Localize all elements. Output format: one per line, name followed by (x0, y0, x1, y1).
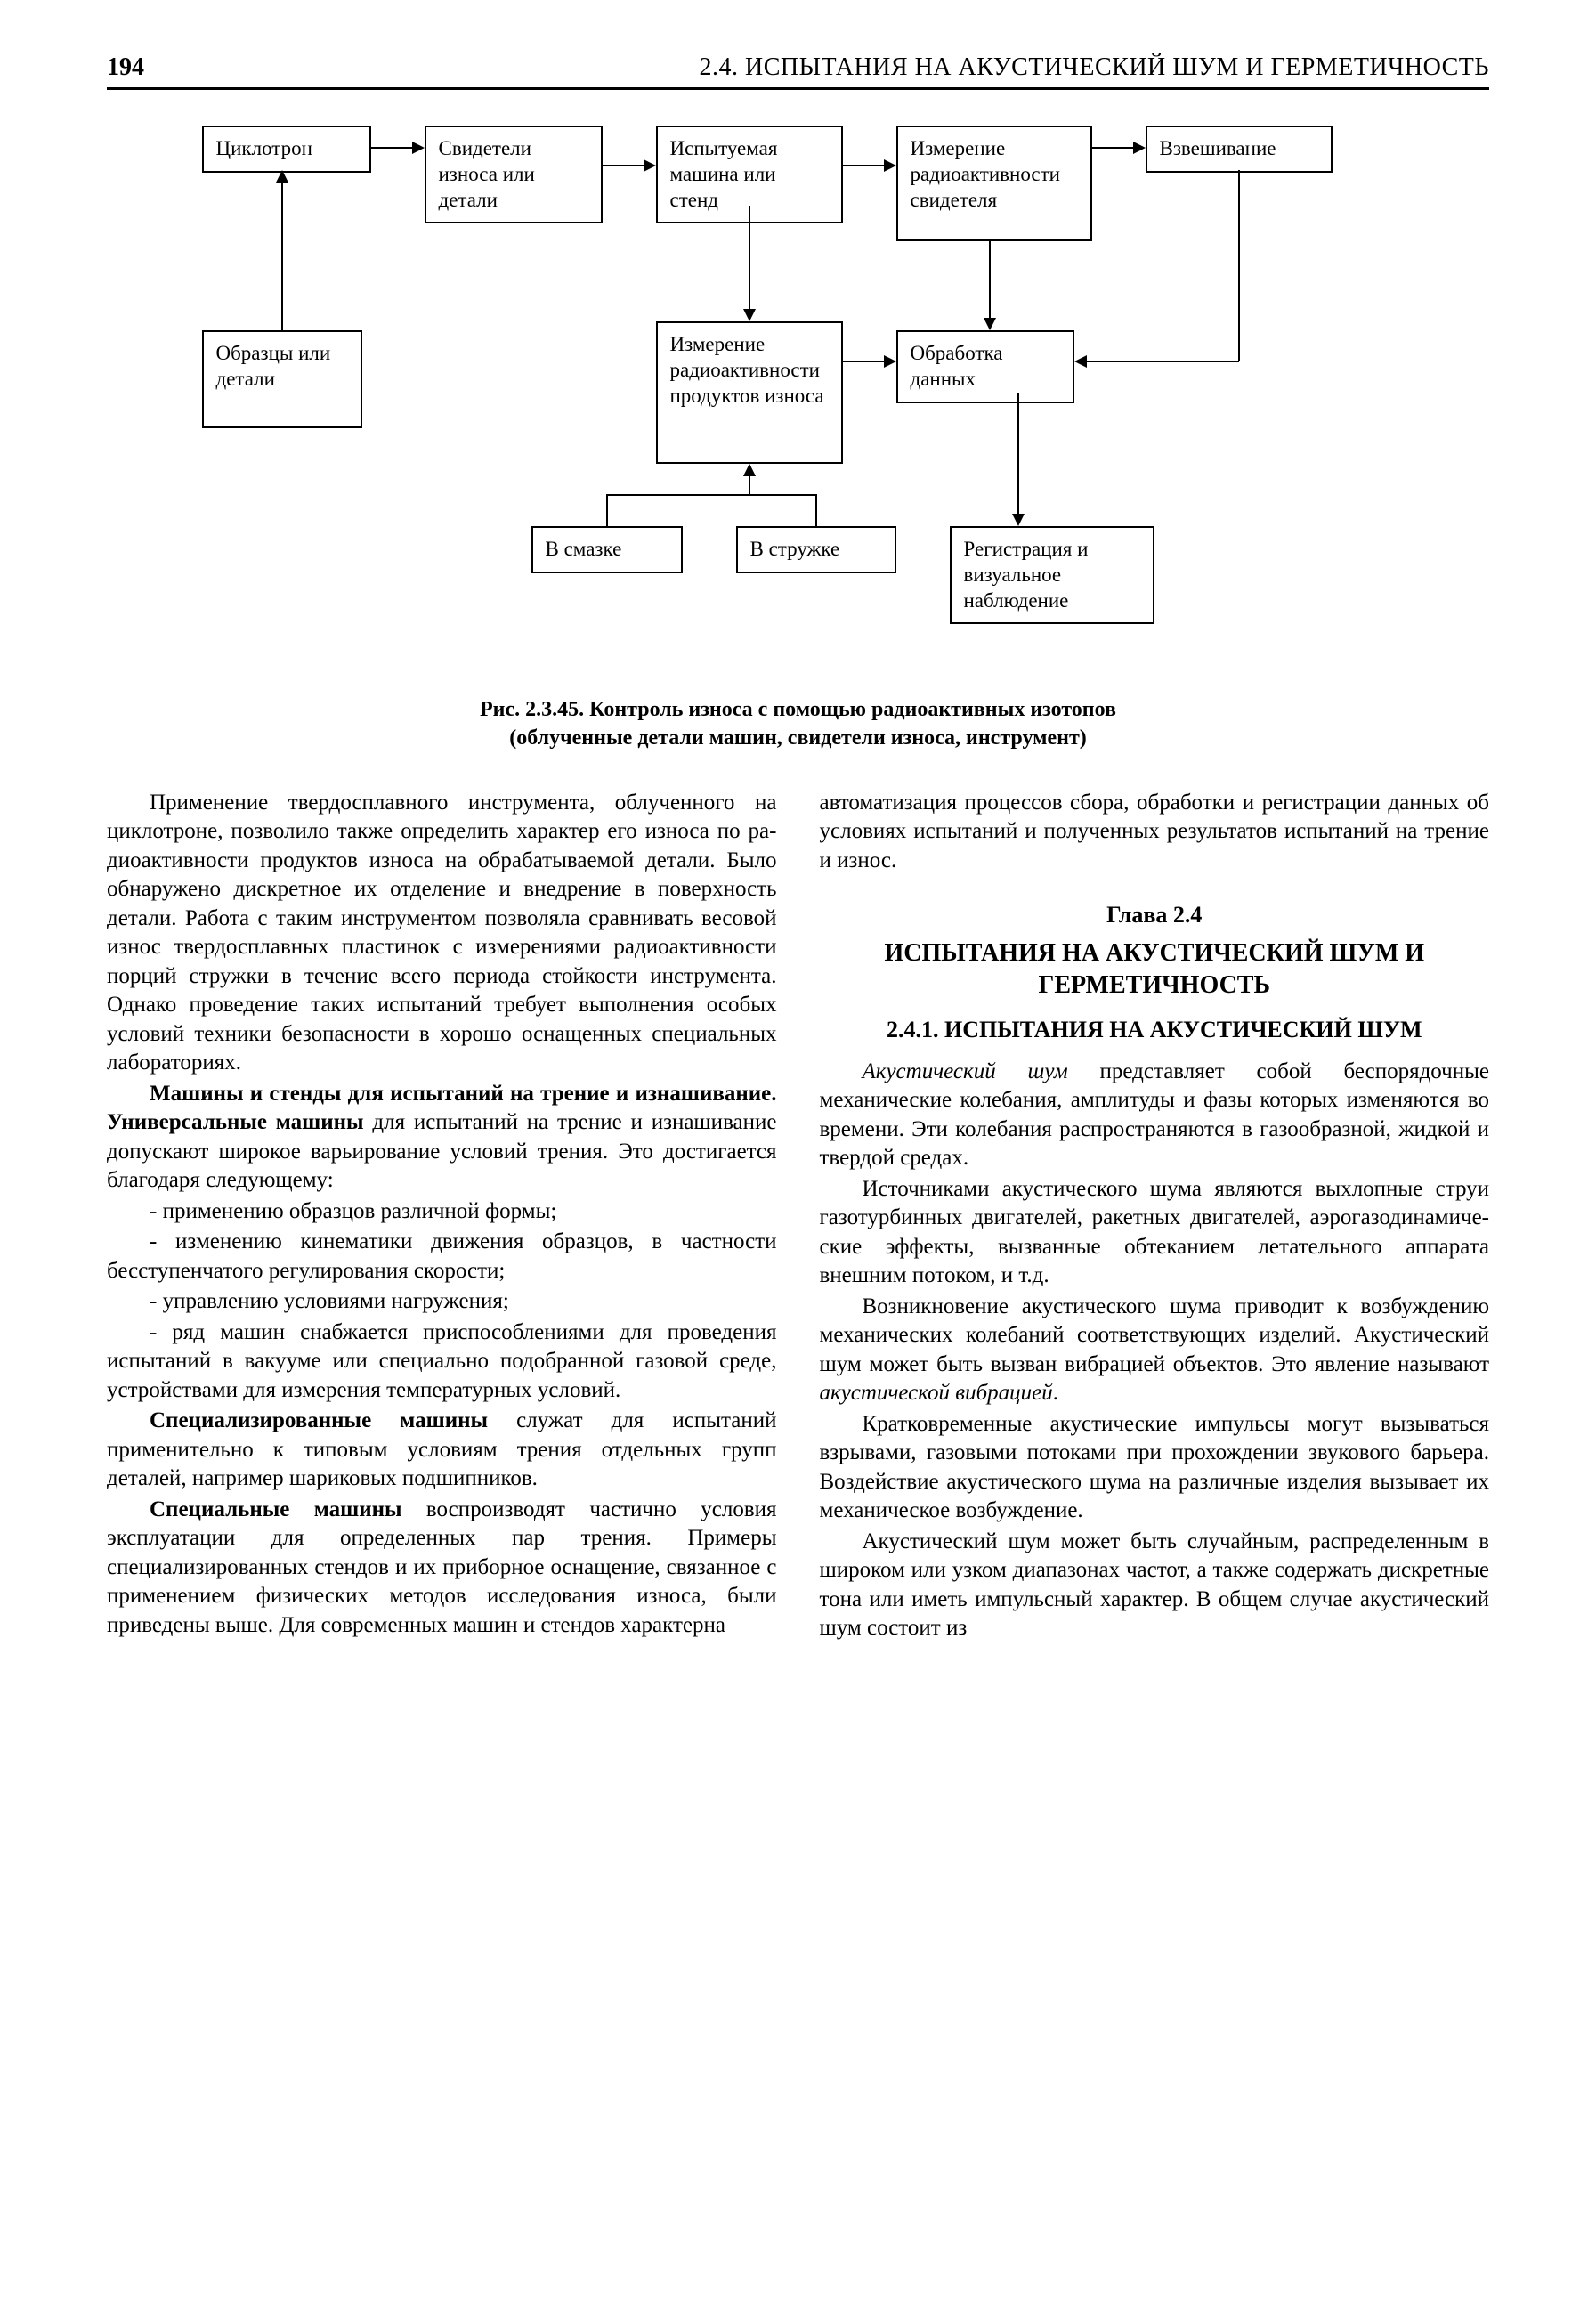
section-title: 2.4.1. ИСПЫТАНИЯ НА АКУСТИЧЕСКИЙ ШУМ (820, 1015, 1490, 1045)
flowchart-edge (603, 165, 645, 166)
paragraph: Специализированные машины служат для исп… (107, 1407, 777, 1494)
chapter-block: Глава 2.4 ИСПЫТАНИЯ НА АКУСТИЧЕСКИЙ ШУМ … (820, 900, 1490, 1044)
paragraph: Возникновение акустического шума при­вод… (820, 1293, 1490, 1408)
arrow-head-icon (1133, 142, 1146, 154)
body-text: Применение твердосплавного инструмен­та,… (107, 789, 1489, 1643)
figure-caption: Рис. 2.3.45. Контроль износа с помощью р… (107, 695, 1489, 753)
paragraph: Специальные машины воспроизводят час­тич… (107, 1496, 777, 1641)
run-text: Возникновение акустического шума при­вод… (820, 1294, 1490, 1376)
flowchart-edge (749, 206, 750, 311)
flowchart-edge (606, 494, 750, 496)
arrow-head-icon (884, 159, 896, 172)
flowchart-edge (1017, 393, 1019, 515)
paragraph: Акустический шум может быть случай­ным, … (820, 1528, 1490, 1643)
arrow-head-icon (743, 309, 756, 321)
flowchart-edge (1238, 170, 1240, 361)
flowchart-node: Свидетели износа или детали (425, 126, 603, 223)
flowchart-edge (815, 495, 817, 526)
flowchart-node: Измерение радиоактив­ности свидетеля (896, 126, 1092, 241)
flowchart-edge (749, 475, 750, 495)
flowchart-diagram: ЦиклотронСвидетели износа или деталиИспы… (166, 126, 1430, 677)
caption-line2: (облученные детали машин, свидетели изно… (509, 726, 1087, 750)
list-item: - применению образцов различной фор­мы; (107, 1197, 777, 1227)
arrow-head-icon (884, 355, 896, 368)
flowchart-edge (843, 165, 886, 166)
arrow-head-icon (644, 159, 656, 172)
flowchart-edge (371, 147, 414, 149)
figure-container: ЦиклотронСвидетели износа или деталиИспы… (107, 126, 1489, 677)
flowchart-edge (606, 495, 608, 526)
paragraph: Акустический шум представляет собой бесп… (820, 1058, 1490, 1173)
page-number: 194 (107, 53, 144, 82)
run-italic: акустической вибрацией (820, 1381, 1053, 1405)
flowchart-edge (281, 181, 283, 330)
flowchart-edge (1085, 361, 1239, 362)
list-item: - ряд машин снабжается приспособле­ниями… (107, 1318, 777, 1406)
flowchart-edge (989, 241, 991, 320)
running-header: 194 2.4. ИСПЫТАНИЯ НА АКУСТИЧЕСКИЙ ШУМ И… (107, 53, 1489, 90)
run-bold: Специализированные машины (150, 1408, 488, 1432)
arrow-head-icon (1012, 514, 1025, 526)
run-text: . (1053, 1381, 1058, 1405)
paragraph: Применение твердосплавного инструмен­та,… (107, 789, 777, 1078)
arrow-head-icon (1074, 355, 1087, 368)
list-item: - изменению кинематики движения об­разцо… (107, 1228, 777, 1286)
arrow-head-icon (743, 464, 756, 476)
arrow-head-icon (984, 318, 996, 330)
flowchart-edge (749, 494, 817, 496)
flowchart-node: В смазке (531, 526, 683, 573)
paragraph: автоматизация процессов сбора, обработки… (820, 789, 1490, 876)
paragraph: Машины и стенды для испытаний на тре­ние… (107, 1080, 777, 1196)
arrow-head-icon (412, 142, 425, 154)
list-item: - управлению условиями нагружения; (107, 1287, 777, 1317)
flowchart-node: Циклотрон (202, 126, 371, 173)
flowchart-node: В стружке (736, 526, 896, 573)
run-bold: Специальные машины (150, 1497, 402, 1521)
flowchart-node: Регистрация и визуальное наблюдение (950, 526, 1154, 624)
flowchart-node: Взвешивание (1146, 126, 1333, 173)
running-title: 2.4. ИСПЫТАНИЯ НА АКУСТИЧЕСКИЙ ШУМ И ГЕР… (700, 53, 1490, 82)
run-italic: Акустический шум (863, 1059, 1068, 1083)
chapter-head: Глава 2.4 (820, 900, 1490, 930)
arrow-head-icon (276, 170, 288, 183)
paragraph: Источниками акустического шума явля­ются… (820, 1175, 1490, 1291)
flowchart-edge (1092, 147, 1135, 149)
flowchart-node: Измерение радиоактив­ности про­дуктов из… (656, 321, 843, 464)
flowchart-edge (843, 361, 886, 362)
caption-line1: Рис. 2.3.45. Контроль износа с помощью р… (480, 698, 1116, 721)
paragraph: Кратковременные акустические импуль­сы м… (820, 1410, 1490, 1526)
flowchart-node: Образцы или детали (202, 330, 362, 428)
chapter-title: ИСПЫТАНИЯ НА АКУСТИЧЕСКИЙ ШУМ И ГЕРМЕТИЧ… (820, 937, 1490, 1002)
flowchart-node: Обработка данных (896, 330, 1074, 403)
